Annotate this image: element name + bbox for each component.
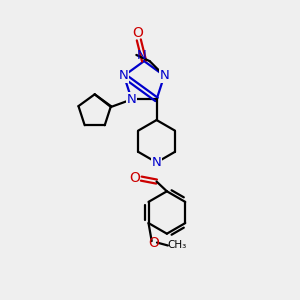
Text: CH₃: CH₃ <box>167 241 186 250</box>
Text: N: N <box>127 93 136 106</box>
Text: N: N <box>152 156 161 169</box>
Text: O: O <box>129 171 140 185</box>
Text: O: O <box>132 26 143 40</box>
Text: N: N <box>136 49 146 62</box>
Text: N: N <box>119 69 129 82</box>
Text: O: O <box>148 236 159 250</box>
Text: N: N <box>159 69 169 82</box>
